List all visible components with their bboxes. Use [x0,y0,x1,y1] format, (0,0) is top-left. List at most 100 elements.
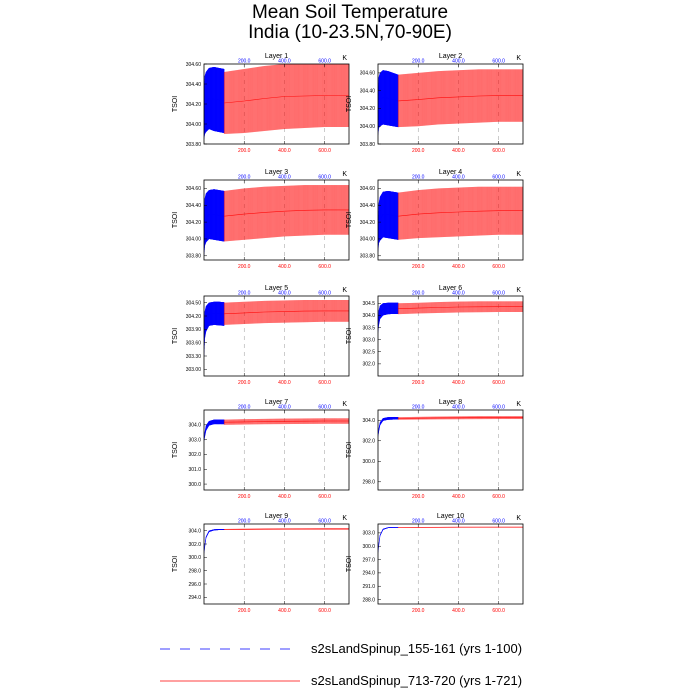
ytick-label: 302.0 [188,452,201,458]
series-blue-line [378,418,399,436]
series-red-line [224,95,349,104]
panel-unit-label: K [342,55,347,62]
series-red [223,418,349,425]
series-red-line [398,306,523,309]
panel-title: Layer 6 [439,285,462,292]
xtick-label-bottom: 400.0 [278,380,291,386]
ytick-label: 304.40 [186,82,202,88]
panel-title: Layer 8 [439,399,462,406]
panel-unit-label: K [516,401,521,408]
panel-unit-label: K [342,401,347,408]
ytick-label: 304.20 [186,314,202,320]
panel-ylabel: TSOI [346,96,353,112]
figure-title-line2: India (10-23.5N,70-90E) [248,22,452,43]
panel-frame [203,179,350,261]
ytick-label: 304.20 [360,220,376,226]
ytick-label: 304.60 [360,186,376,192]
xtick-label-top: 600.0 [318,519,331,525]
ytick-label: 303.80 [360,254,376,260]
xtick-label-top: 200.0 [412,405,425,411]
ytick-label: 300.0 [188,555,201,561]
panel-ylabel: TSOI [172,442,179,458]
panel-ylabel: TSOI [172,328,179,344]
ytick-label: 304.60 [186,62,202,68]
xtick-label-bottom: 400.0 [452,148,465,154]
xtick-label-top: 600.0 [492,291,505,297]
ytick-label: 300.0 [362,459,375,465]
panel-plot-area [378,301,523,333]
panel-title: Layer 3 [265,169,288,176]
panel-layer-2: Layer 2 K TSOI 303.80 304.00 304.20 304.40 304.… [346,53,524,154]
panel-title: Layer 9 [265,513,288,520]
series-blue [378,190,399,252]
ytick-label: 304.0 [188,528,201,534]
xtick-label-top: 200.0 [238,175,251,181]
panel-unit-label: K [516,55,521,62]
xtick-label-top: 400.0 [452,405,465,411]
xtick-label-bottom: 200.0 [238,148,251,154]
series-red-line [224,420,349,423]
panel-title: Layer 4 [439,169,462,176]
ytick-label: 302.0 [188,542,201,548]
panel-layer-10: Layer 10 KTSOI288.0291.0294.0297.0300.030… [346,513,524,614]
series-blue-line [204,529,225,553]
panel-plot-area [378,186,523,252]
panel-frame [377,63,524,145]
ytick-label: 300.0 [188,482,201,488]
ytick-label: 302.5 [362,350,375,356]
panel-frame [203,523,350,605]
xtick-label-top: 200.0 [412,175,425,181]
xtick-label-bottom: 200.0 [238,608,251,614]
xtick-label-bottom: 600.0 [318,148,331,154]
series-red-line [398,417,523,419]
panel-ylabel: TSOI [172,212,179,228]
ytick-label: 304.0 [362,313,375,319]
xtick-label-top: 200.0 [238,291,251,297]
panel-ylabel: TSOI [346,442,353,458]
panel-unit-label: K [516,515,521,522]
panel-layer-4: Layer 4 K TSOI 303.80 304.00 304.20 304.40 304.… [346,169,524,270]
xtick-label-bottom: 400.0 [278,494,291,500]
xtick-label-bottom: 600.0 [318,608,331,614]
xtick-label-bottom: 600.0 [318,380,331,386]
series-blue [204,189,225,256]
series-red [223,528,349,530]
series-red-line [398,210,523,217]
xtick-label-bottom: 400.0 [278,148,291,154]
xtick-label-top: 400.0 [452,59,465,65]
series-blue [204,301,225,356]
panel-layer-9: Layer 9 K TSOI 294.0 296.0 298.0 300.0 302.0 304… [172,513,350,614]
panel-unit-label: K [342,171,347,178]
xtick-label-bottom: 400.0 [452,494,465,500]
ytick-label: 304.0 [362,418,375,424]
panel-layer-6: Layer 6 K TSOI 302.0 302.5 303.0 303.5 304.0 304… [346,285,524,386]
xtick-label-top: 400.0 [278,291,291,297]
xtick-label-bottom: 400.0 [452,264,465,270]
xtick-label-top: 600.0 [492,405,505,411]
xtick-label-bottom: 200.0 [238,264,251,270]
ytick-label: 304.40 [186,203,202,209]
panel-layer-1: Layer 1 K TSOI 303.80 304.00 304.20 304.40 304.… [172,53,350,154]
ytick-label: 304.20 [186,102,202,108]
ytick-label: 303.0 [362,337,375,343]
panel-title: Layer 2 [439,53,462,60]
panel-title: Layer 1 [265,53,288,60]
ytick-label: 303.80 [186,142,202,148]
panel-ylabel: TSOI [346,556,353,572]
ytick-label: 304.00 [360,237,376,243]
xtick-label-bottom: 200.0 [412,264,425,270]
xtick-label-top: 400.0 [278,175,291,181]
panel-ylabel: TSOI [346,212,353,228]
ytick-label: 302.0 [362,362,375,368]
ytick-label: 303.90 [186,327,202,333]
xtick-label-top: 400.0 [452,175,465,181]
panel-frame [377,295,524,377]
ytick-label: 301.0 [188,467,201,473]
series-red-line [224,528,349,530]
ytick-label: 298.0 [362,480,375,486]
panel-unit-label: K [342,515,347,522]
panel-layer-8: Layer 8 K TSOI 298.0 300.0 302.0 304.0 200.0 200… [346,399,524,500]
xtick-label-top: 600.0 [318,59,331,65]
xtick-label-top: 200.0 [412,291,425,297]
series-red [223,185,349,242]
